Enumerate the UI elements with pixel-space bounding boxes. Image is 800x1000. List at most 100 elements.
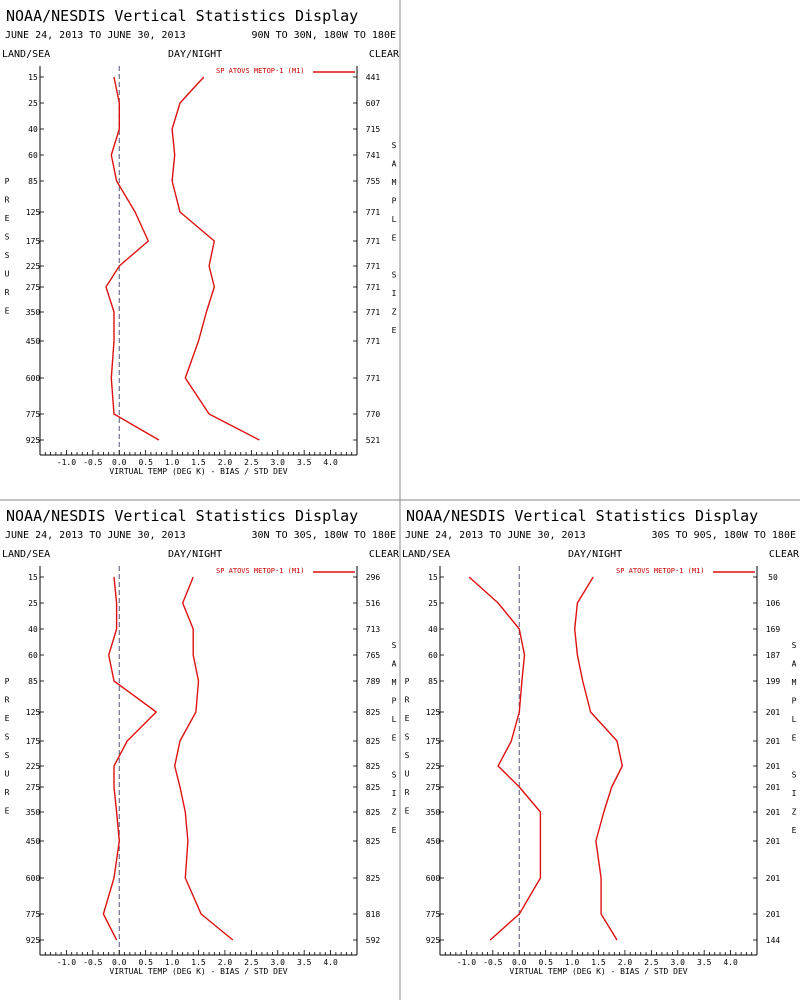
pressure-level-label: 125 <box>26 708 41 717</box>
sample-size-label: 201 <box>766 783 781 792</box>
pressure-level-label: 600 <box>426 874 441 883</box>
sample-size-label: 825 <box>366 762 381 771</box>
sample-size-label: 789 <box>366 677 381 686</box>
x-tick-label: -0.5 <box>83 458 102 467</box>
pressure-level-label: 40 <box>28 625 38 634</box>
date-range: JUNE 24, 2013 TO JUNE 30, 2013 <box>5 530 186 541</box>
x-tick-label: 3.0 <box>271 458 286 467</box>
sample-size-label: 771 <box>366 237 381 246</box>
region-label: 30S TO 90S, 180W TO 180E <box>652 530 797 541</box>
sample-size-label: 771 <box>366 262 381 271</box>
land-sea-label: LAND/SEA <box>402 549 450 560</box>
sample-size-label: 765 <box>366 651 381 660</box>
pressure-level-label: 275 <box>26 283 41 292</box>
sample-size-label: 201 <box>766 837 781 846</box>
sample-size-label: 607 <box>366 99 381 108</box>
x-tick-label: 1.0 <box>165 458 180 467</box>
pressure-level-label: 85 <box>28 177 38 186</box>
x-tick-label: 0.0 <box>112 958 127 967</box>
pressure-level-label: 60 <box>28 651 38 660</box>
bias-line <box>468 576 542 941</box>
sample-size-label: 201 <box>766 737 781 746</box>
sample-size-label: 825 <box>366 874 381 883</box>
sample-size-label: 771 <box>366 308 381 317</box>
std-dev-line <box>573 576 624 941</box>
sample-size-label: 201 <box>766 708 781 717</box>
date-range: JUNE 24, 2013 TO JUNE 30, 2013 <box>405 530 586 541</box>
sample-size-label: 521 <box>366 436 381 445</box>
x-axis-label: VIRTUAL TEMP (DEG K) - BIAS / STD DEV <box>509 967 687 976</box>
x-tick-label: 2.5 <box>244 958 259 967</box>
x-tick-label: 3.0 <box>271 958 286 967</box>
pressure-level-label: 175 <box>26 237 41 246</box>
pressure-level-label: 450 <box>26 337 41 346</box>
pressure-level-label: 775 <box>26 410 41 419</box>
x-tick-label: 0.0 <box>112 458 127 467</box>
clear-label: CLEAR <box>369 549 400 560</box>
x-tick-label: 1.5 <box>591 958 606 967</box>
pressure-level-label: 15 <box>28 73 38 82</box>
pressure-level-label: 25 <box>28 99 38 108</box>
pressure-level-label: 15 <box>428 573 438 582</box>
x-tick-label: 1.5 <box>191 458 206 467</box>
sample-size-label: 825 <box>366 808 381 817</box>
land-sea-label: LAND/SEA <box>2 549 50 560</box>
x-tick-label: 1.0 <box>565 958 580 967</box>
x-tick-label: 0.5 <box>538 958 553 967</box>
pressure-level-label: 60 <box>428 651 438 660</box>
sample-size-label: 201 <box>766 874 781 883</box>
sample-size-label: 50 <box>768 573 778 582</box>
pressure-level-label: 350 <box>26 308 41 317</box>
x-tick-label: 2.0 <box>218 458 233 467</box>
sample-size-label: 825 <box>366 783 381 792</box>
sample-size-label: 771 <box>366 337 381 346</box>
pressure-level-label: 225 <box>426 762 441 771</box>
sample-size-label: 770 <box>366 410 381 419</box>
pressure-level-label: 450 <box>426 837 441 846</box>
x-axis-label: VIRTUAL TEMP (DEG K) - BIAS / STD DEV <box>109 967 287 976</box>
sample-size-label: 169 <box>766 625 781 634</box>
sample-size-label: 441 <box>366 73 381 82</box>
legend-label: SP ATOVS METOP-1 (M1) <box>616 567 705 575</box>
pressure-level-label: 600 <box>26 374 41 383</box>
x-tick-label: 2.5 <box>644 958 659 967</box>
day-night-label: DAY/NIGHT <box>568 549 622 560</box>
sample-size-label: 825 <box>366 837 381 846</box>
x-tick-label: 4.0 <box>323 958 338 967</box>
x-tick-label: 3.5 <box>697 958 712 967</box>
x-tick-label: 0.5 <box>138 458 153 467</box>
pressure-level-label: 225 <box>26 262 41 271</box>
pressure-level-label: 125 <box>26 208 41 217</box>
pressure-level-label: 775 <box>426 910 441 919</box>
pressure-level-label: 40 <box>28 125 38 134</box>
sample-size-label: 713 <box>366 625 381 634</box>
x-axis-label: VIRTUAL TEMP (DEG K) - BIAS / STD DEV <box>109 467 287 476</box>
land-sea-label: LAND/SEA <box>2 49 50 60</box>
x-tick-label: 2.5 <box>244 458 259 467</box>
date-range: JUNE 24, 2013 TO JUNE 30, 2013 <box>5 30 186 41</box>
x-tick-label: -1.0 <box>457 958 476 967</box>
chart-title: NOAA/NESDIS Vertical Statistics Display <box>406 507 758 525</box>
x-tick-label: -1.0 <box>57 458 76 467</box>
bias-line <box>105 76 160 441</box>
sample-size-label: 771 <box>366 283 381 292</box>
pressure-level-label: 175 <box>26 737 41 746</box>
sample-size-label: 201 <box>766 808 781 817</box>
day-night-label: DAY/NIGHT <box>168 549 222 560</box>
std-dev-line <box>171 76 260 441</box>
pressure-level-label: 15 <box>28 573 38 582</box>
x-tick-label: 4.0 <box>723 958 738 967</box>
x-tick-label: 3.5 <box>297 458 312 467</box>
sample-size-label: 592 <box>366 936 381 945</box>
x-tick-label: 2.0 <box>218 958 233 967</box>
pressure-level-label: 225 <box>26 762 41 771</box>
sample-size-label: 771 <box>366 374 381 383</box>
sample-size-label: 818 <box>366 910 381 919</box>
